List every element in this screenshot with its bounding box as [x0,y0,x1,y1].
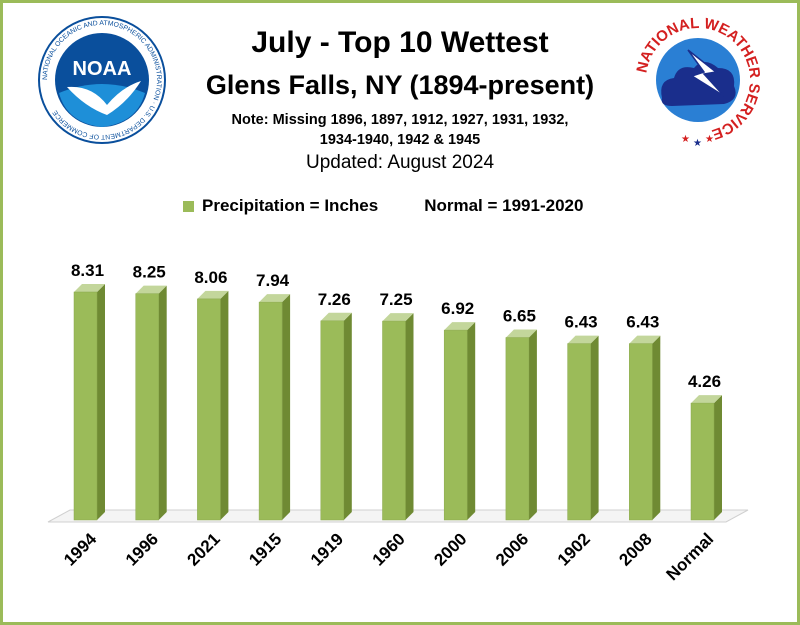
bar-top [135,285,167,294]
bar-top [197,290,229,299]
bar-value-label: 7.26 [318,290,351,309]
bar [320,312,352,521]
bar-value-label: 8.06 [194,268,227,287]
bar-side [220,290,229,520]
x-tick-label: 1994 [60,529,101,570]
bar-top [629,335,661,344]
bar-front [567,343,591,521]
legend: Precipitation = Inches Normal = 1991-202… [183,196,583,216]
x-tick-label: 2000 [430,529,470,569]
value-label-group: 8.31 8.25 8.06 7.94 7.26 7.25 6.92 6.65 6.43 6.43… [71,261,721,391]
noaa-logo: NOAA NATIONAL OCEANIC AND ATMOSPHERIC AD… [38,16,166,144]
chart-title: July - Top 10 Wettest [251,26,549,59]
bar-top [74,284,105,292]
x-tick-label: 1919 [307,529,347,569]
x-tick-label: 1902 [554,529,594,569]
bar [443,322,476,521]
chart-subtitle: Glens Falls, NY (1894-present) [205,70,595,100]
bar-top [567,335,599,344]
x-tick-label: 2021 [184,529,224,569]
star-icon: ★ [705,134,714,145]
legend-swatch [183,200,194,212]
x-tick-label: Normal [662,529,717,584]
missing-years-note: Note: Missing 1896, 1897, 1912, 1927, 19… [170,110,630,150]
bar-side [343,312,352,520]
bar-front [443,329,468,521]
bar [73,284,105,521]
bar [629,335,661,521]
bar-side [405,313,414,520]
note-line-2: 1934-1940, 1942 & 1945 [319,132,481,148]
bar-value-label: 6.43 [565,313,598,332]
bar-front [505,337,530,521]
bar-front [73,291,98,521]
bar-side [282,294,291,520]
bar-value-label: 8.31 [71,261,104,280]
bar-value-label: 7.25 [379,290,412,309]
updated-date: Updated: August 2024 [305,152,495,173]
bar-side [652,335,661,520]
bar-group [73,284,722,521]
bar-side [467,322,476,520]
bar-top [691,395,722,404]
legend-normal-label: Normal = 1991-2020 [424,196,584,215]
bar [690,395,722,521]
bar [258,294,291,521]
x-tick-label: 2008 [615,529,655,569]
star-icon: ★ [693,138,702,149]
star-icon: ★ [681,134,690,145]
bar [135,285,167,521]
bar-top [505,329,537,338]
bar [382,313,414,521]
note-line-1: Note: Missing 1896, 1897, 1912, 1927, 19… [231,112,569,128]
bar-side [528,329,537,520]
bar-value-label: 8.25 [133,263,166,282]
bar-value-label: 6.65 [503,307,536,326]
noaa-wordmark: NOAA [73,58,132,80]
bar-value-label: 6.92 [441,299,474,318]
bar-top [259,294,291,303]
bar-front [135,293,159,521]
bar-front [690,402,715,521]
legend-series-label: Precipitation = Inches [202,196,379,215]
bar-side [590,335,599,520]
bar-side [97,284,105,520]
bar-side [714,395,722,520]
bar [505,329,537,521]
x-tick-label: 2006 [492,529,532,569]
bar-side [158,285,167,520]
bar-front [629,343,653,521]
bar-front [382,320,406,521]
bar-front [258,301,283,521]
bar-top [382,313,414,322]
bar [567,335,599,521]
bar-top [444,322,476,331]
bar-value-label: 7.94 [256,271,290,290]
x-tick-label-group: 1994 1996 2021 1915 1919 1960 2000 2006 1902 2008… [60,529,717,584]
x-tick-label: 1915 [245,529,285,569]
bar-value-label: 6.43 [626,313,659,332]
bar-front [320,320,345,521]
x-tick-label: 1960 [369,529,409,569]
bar [197,290,229,521]
nws-logo: NATIONAL WEATHER SERVICE ★ ★ ★ [633,15,763,149]
bar-front [197,298,221,521]
bar-value-label: 4.26 [688,372,721,391]
x-tick-label: 1996 [122,529,162,569]
bar-top [320,312,352,321]
